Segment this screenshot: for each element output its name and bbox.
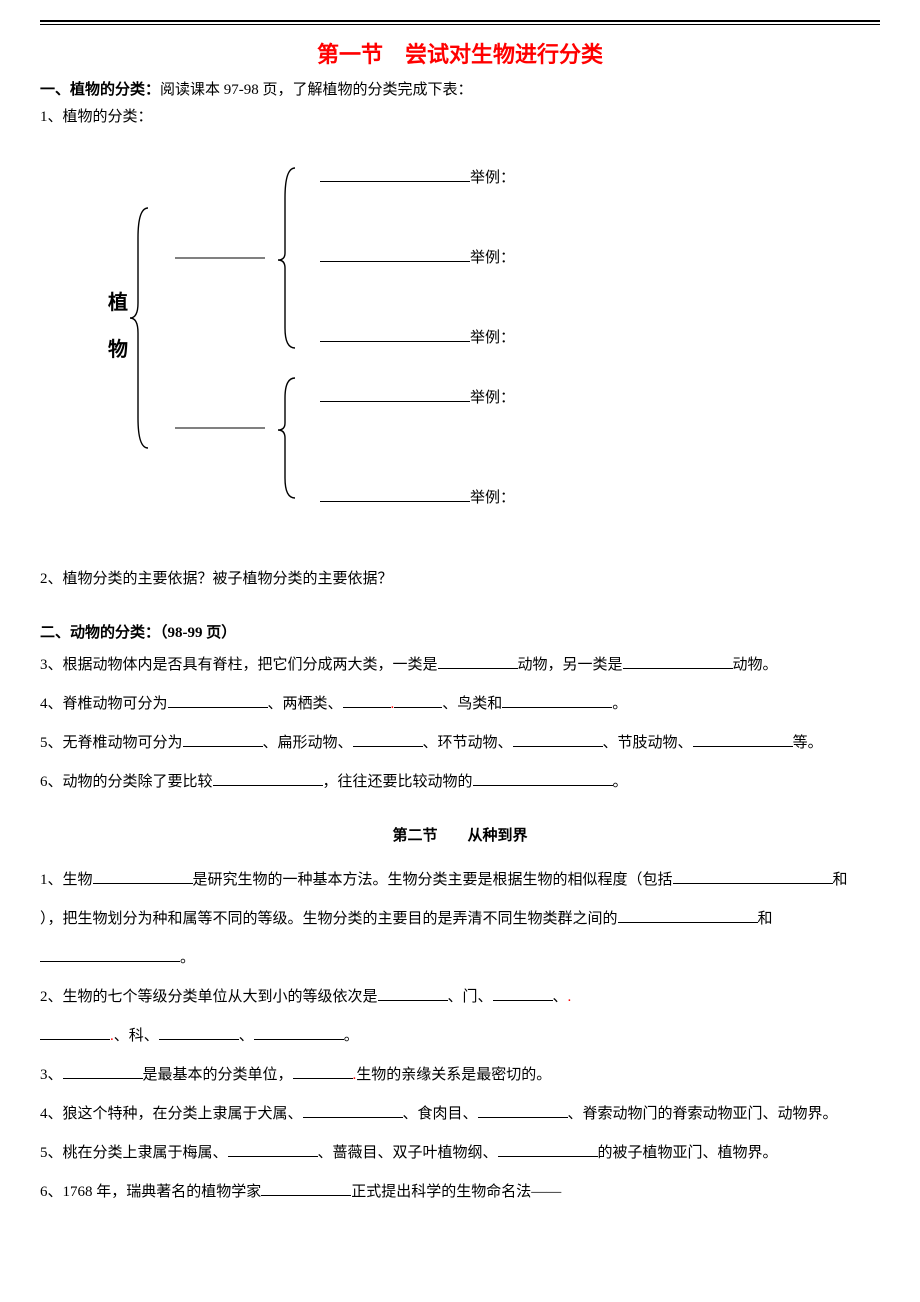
q3: 3、根据动物体内是否具有脊柱，把它们分成两大类，一类是动物，另一类是动物。 — [40, 646, 880, 685]
p2: 2、生物的七个等级分类单位从大到小的等级依次是、门、、. .、科、、。 — [40, 978, 880, 1056]
section1-heading-rest: 阅读课本 97-98 页，了解植物的分类完成下表： — [160, 82, 473, 98]
q5: 5、无脊椎动物可分为、扁形动物、、环节动物、、节肢动物、等。 — [40, 724, 880, 763]
top-rule-inner — [40, 24, 880, 25]
q4: 4、脊椎动物可分为、两栖类、.、鸟类和。 — [40, 685, 880, 724]
q1-label: 1、植物的分类： — [40, 106, 880, 129]
q2: 2、植物分类的主要依据？被子植物分类的主要依据？ — [40, 568, 880, 591]
p3: 3、是最基本的分类单位，.生物的亲缘关系是最密切的。 — [40, 1056, 880, 1095]
tree-leaf-5: 举例： — [320, 486, 515, 507]
tree-leaf-1: 举例： — [320, 166, 515, 187]
top-rule-outer — [40, 20, 880, 22]
section1-heading: 一、植物的分类：阅读课本 97-98 页，了解植物的分类完成下表： — [40, 79, 880, 102]
tree-leaf-4: 举例： — [320, 386, 515, 407]
tree-leaf-2: 举例： — [320, 246, 515, 267]
p5: 5、桃在分类上隶属于梅属、、蔷薇目、双子叶植物纲、的被子植物亚门、植物界。 — [40, 1134, 880, 1173]
classification-tree: 植 物 举例： 举例： 举例： 举例： 举例： — [40, 138, 880, 538]
p4: 4、狼这个特种，在分类上隶属于犬属、、食肉目、、脊索动物门的脊索动物亚门、动物界… — [40, 1095, 880, 1134]
section2-title: 第二节 从种到界 — [40, 824, 880, 845]
section1-heading-bold: 一、植物的分类： — [40, 82, 160, 98]
q6: 6、动物的分类除了要比较，往往还要比较动物的。 — [40, 763, 880, 802]
p1: 1、生物是研究生物的一种基本方法。生物分类主要是根据生物的相似程度（包括和 ），… — [40, 861, 880, 978]
tree-leaf-3: 举例： — [320, 326, 515, 347]
section2-heading: 二、动物的分类：（98-99 页） — [40, 621, 880, 642]
p6: 6、1768 年，瑞典著名的植物学家正式提出科学的生物命名法—— — [40, 1173, 880, 1212]
page-title: 第一节 尝试对生物进行分类 — [40, 37, 880, 69]
